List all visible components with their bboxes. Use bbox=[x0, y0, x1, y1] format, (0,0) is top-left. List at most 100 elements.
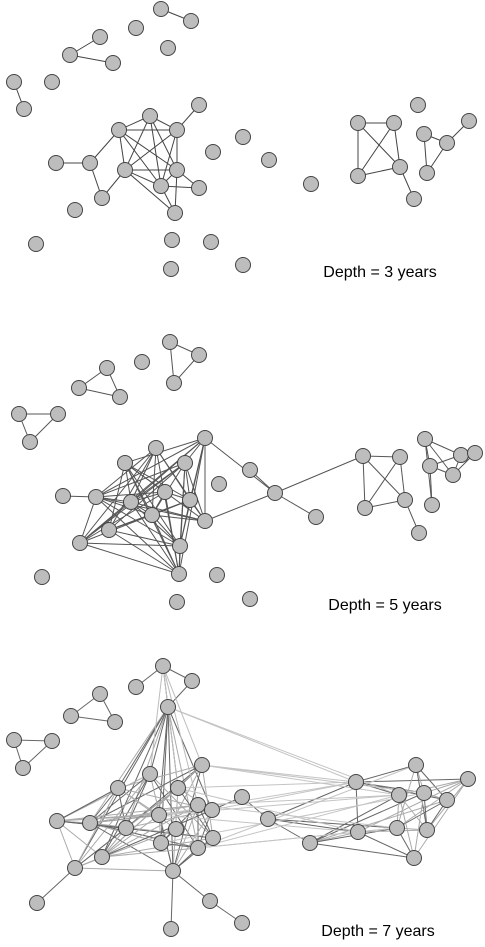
edge bbox=[108, 462, 186, 531]
node bbox=[50, 406, 66, 422]
edge bbox=[74, 787, 119, 869]
node bbox=[171, 566, 187, 582]
node bbox=[416, 126, 432, 142]
edge bbox=[160, 129, 178, 187]
edge bbox=[201, 764, 400, 796]
node bbox=[211, 476, 227, 492]
node bbox=[408, 757, 424, 773]
node bbox=[94, 190, 110, 206]
node bbox=[169, 162, 185, 178]
edge bbox=[124, 462, 181, 547]
node bbox=[355, 448, 371, 464]
node bbox=[155, 658, 171, 674]
edge bbox=[197, 794, 400, 806]
edge bbox=[56, 787, 119, 822]
edge bbox=[151, 514, 180, 575]
node bbox=[417, 431, 433, 447]
edge bbox=[267, 818, 398, 829]
node bbox=[55, 488, 71, 504]
edge bbox=[56, 820, 76, 869]
edge bbox=[124, 437, 206, 464]
node bbox=[419, 822, 435, 838]
node bbox=[105, 55, 121, 71]
edge bbox=[124, 169, 176, 214]
edge bbox=[164, 491, 180, 575]
node bbox=[202, 893, 218, 909]
edge bbox=[355, 764, 417, 783]
node bbox=[128, 679, 144, 695]
node bbox=[162, 334, 178, 350]
node bbox=[28, 236, 44, 252]
edge bbox=[79, 542, 181, 547]
edge bbox=[89, 706, 169, 824]
node bbox=[392, 449, 408, 465]
edge bbox=[124, 129, 178, 171]
node bbox=[203, 234, 219, 250]
edge bbox=[362, 455, 406, 501]
edge bbox=[117, 764, 203, 789]
edge bbox=[36, 867, 76, 904]
node bbox=[386, 115, 402, 131]
edge bbox=[211, 781, 357, 811]
edge bbox=[95, 496, 181, 547]
node bbox=[15, 760, 31, 776]
node bbox=[194, 757, 210, 773]
node bbox=[111, 122, 127, 138]
edge bbox=[160, 764, 203, 844]
edge bbox=[413, 792, 425, 859]
edge bbox=[101, 787, 179, 858]
node bbox=[160, 699, 176, 715]
node bbox=[183, 13, 199, 29]
edge bbox=[89, 822, 174, 872]
node bbox=[169, 594, 185, 610]
node bbox=[151, 807, 167, 823]
edge bbox=[56, 809, 213, 822]
edge bbox=[56, 804, 199, 822]
edge bbox=[108, 529, 181, 547]
node bbox=[44, 74, 60, 90]
node bbox=[184, 673, 200, 689]
node bbox=[235, 129, 251, 145]
node bbox=[235, 257, 251, 273]
node bbox=[168, 821, 184, 837]
node bbox=[88, 489, 104, 505]
node bbox=[439, 135, 455, 151]
edge bbox=[149, 115, 178, 171]
edge bbox=[309, 842, 415, 859]
node bbox=[461, 113, 477, 129]
node bbox=[177, 455, 193, 471]
node bbox=[197, 513, 213, 529]
node bbox=[169, 122, 185, 138]
edge bbox=[108, 529, 180, 575]
node bbox=[167, 205, 183, 221]
node bbox=[453, 447, 469, 463]
edge bbox=[162, 665, 203, 766]
node bbox=[163, 261, 179, 277]
node bbox=[209, 567, 225, 583]
node bbox=[357, 500, 373, 516]
edge bbox=[172, 837, 214, 872]
node bbox=[99, 360, 115, 376]
node bbox=[82, 815, 98, 831]
node bbox=[164, 232, 180, 248]
node bbox=[165, 863, 181, 879]
node bbox=[117, 455, 133, 471]
node bbox=[389, 820, 405, 836]
node bbox=[128, 20, 144, 36]
nodes bbox=[6, 1, 483, 937]
node bbox=[123, 494, 139, 510]
node bbox=[303, 176, 319, 192]
node bbox=[392, 159, 408, 175]
edge bbox=[162, 665, 199, 806]
node bbox=[62, 47, 78, 63]
node bbox=[234, 915, 250, 931]
node bbox=[260, 811, 276, 827]
edge bbox=[74, 867, 174, 872]
edge bbox=[274, 455, 364, 494]
edge bbox=[167, 706, 357, 783]
node bbox=[101, 522, 117, 538]
edge bbox=[79, 496, 97, 544]
node bbox=[112, 389, 128, 405]
edge bbox=[172, 809, 213, 872]
edge bbox=[197, 827, 398, 849]
